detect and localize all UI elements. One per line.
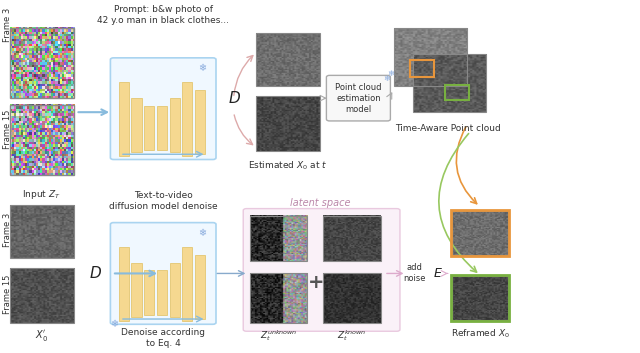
- Bar: [250, 216, 307, 261]
- Text: ❄: ❄: [198, 63, 206, 73]
- Bar: [394, 28, 467, 86]
- Text: +: +: [308, 273, 324, 292]
- Bar: [157, 106, 167, 150]
- Bar: [256, 96, 320, 151]
- Bar: [157, 270, 167, 315]
- Bar: [451, 275, 509, 321]
- Text: $Z_t^{known}$: $Z_t^{known}$: [337, 328, 367, 343]
- FancyBboxPatch shape: [243, 209, 400, 331]
- Text: add
noise: add noise: [403, 263, 426, 283]
- Text: $X_0'$: $X_0'$: [35, 328, 48, 343]
- Bar: [413, 54, 486, 112]
- Text: Prompt: b&w photo of
42 y.o man in black clothes...: Prompt: b&w photo of 42 y.o man in black…: [97, 5, 229, 25]
- Bar: [144, 270, 154, 315]
- Text: Time-Aware Point cloud: Time-Aware Point cloud: [395, 125, 501, 133]
- FancyBboxPatch shape: [110, 58, 216, 160]
- Text: ❄: ❄: [384, 74, 390, 83]
- FancyBboxPatch shape: [110, 223, 216, 324]
- Bar: [410, 60, 434, 77]
- Bar: [195, 255, 205, 319]
- Text: Frame 3: Frame 3: [3, 7, 12, 42]
- Text: $E$: $E$: [433, 267, 444, 280]
- Bar: [131, 98, 141, 152]
- Bar: [182, 247, 193, 321]
- Text: Denoise according
to Eq. 4: Denoise according to Eq. 4: [121, 328, 205, 348]
- Text: Reframed $X_0$: Reframed $X_0$: [451, 328, 509, 340]
- Text: Frame 15: Frame 15: [3, 110, 12, 149]
- Bar: [131, 263, 141, 317]
- Bar: [452, 276, 508, 320]
- Text: Frame 15: Frame 15: [3, 275, 12, 314]
- Bar: [452, 211, 508, 255]
- Text: latent space: latent space: [290, 198, 350, 208]
- Text: $D$: $D$: [90, 265, 102, 281]
- Text: $D$: $D$: [228, 90, 241, 106]
- Bar: [323, 274, 381, 323]
- Text: ❄: ❄: [387, 69, 394, 78]
- Text: Estimated $X_0$ at $t$: Estimated $X_0$ at $t$: [248, 160, 328, 172]
- Text: ❄: ❄: [110, 319, 118, 329]
- Text: Text-to-video
diffusion model denoise: Text-to-video diffusion model denoise: [109, 191, 218, 211]
- Bar: [144, 106, 154, 150]
- FancyBboxPatch shape: [326, 76, 390, 121]
- Text: Input $Z_T$: Input $Z_T$: [22, 187, 61, 201]
- Bar: [256, 33, 320, 86]
- Text: Point cloud
estimation
model: Point cloud estimation model: [335, 83, 381, 114]
- Text: ❄: ❄: [198, 228, 206, 238]
- Bar: [445, 85, 469, 100]
- Text: Frame 3: Frame 3: [3, 213, 12, 247]
- Bar: [10, 268, 74, 323]
- Bar: [10, 28, 74, 98]
- Bar: [250, 274, 307, 323]
- Bar: [119, 82, 129, 156]
- Bar: [451, 210, 509, 256]
- Text: $Z_t^{unknown}$: $Z_t^{unknown}$: [260, 328, 297, 343]
- Bar: [182, 82, 193, 156]
- Bar: [170, 98, 180, 152]
- Bar: [10, 205, 74, 258]
- Bar: [195, 90, 205, 154]
- Bar: [170, 263, 180, 317]
- Bar: [10, 105, 74, 175]
- Bar: [119, 247, 129, 321]
- Bar: [323, 216, 381, 261]
